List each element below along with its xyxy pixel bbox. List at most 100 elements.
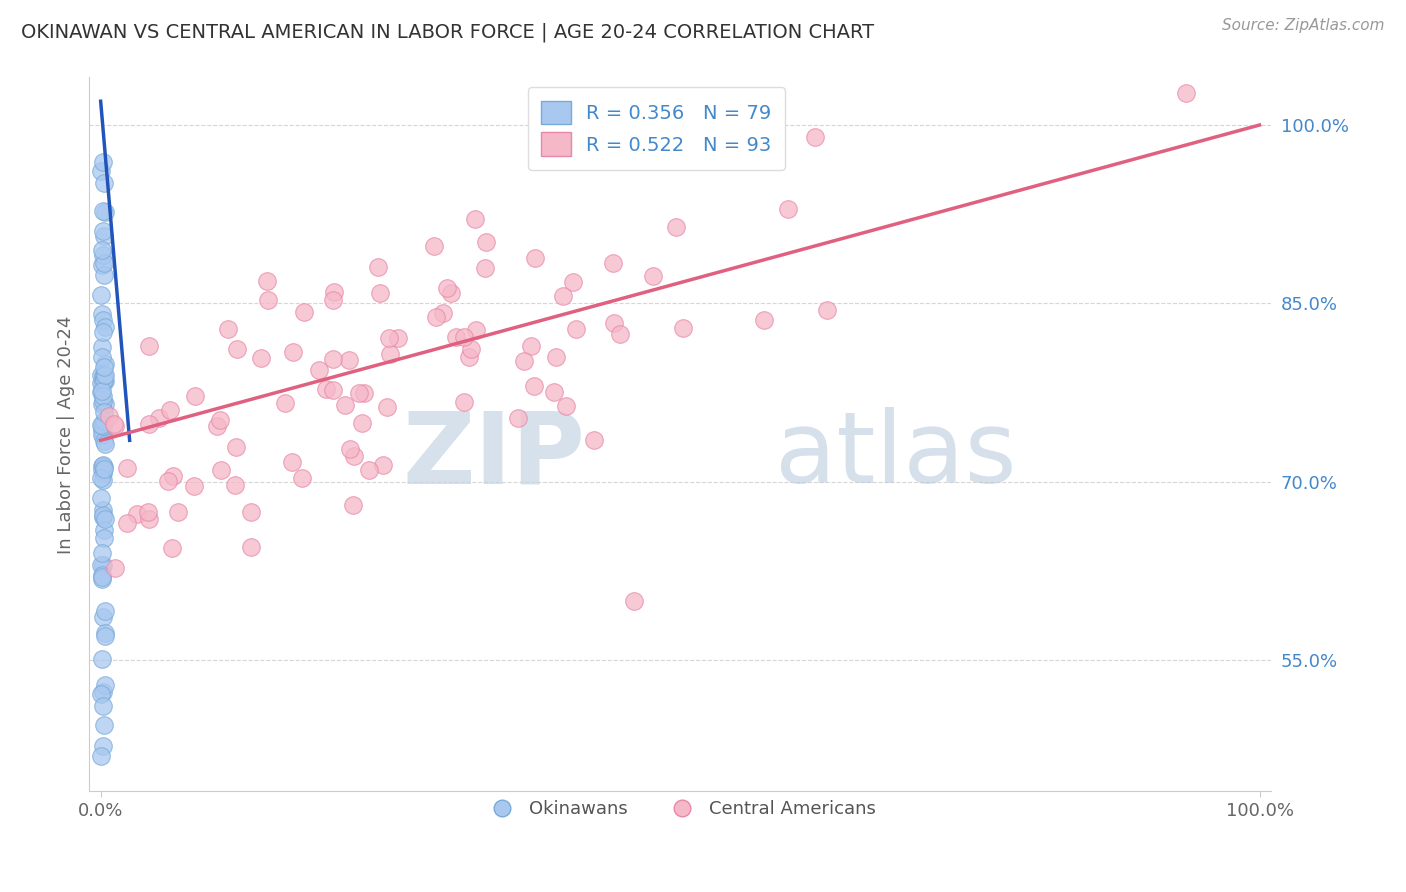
Point [91, 567, 114, 582]
Point [209, 463, 232, 477]
Point [91, 376, 114, 390]
Point [464, 211, 486, 226]
Point [291, 471, 314, 485]
Point [240, 505, 263, 519]
Point [804, 130, 827, 145]
Point [464, 323, 486, 337]
Point [91, 369, 114, 384]
Point [91, 698, 114, 713]
Point [436, 281, 458, 295]
Point [94, 397, 117, 411]
Point [225, 441, 247, 455]
Point [94, 357, 117, 371]
Point [90, 491, 112, 505]
Point [91, 466, 114, 480]
Point [347, 386, 370, 401]
Point [315, 382, 337, 396]
Point [359, 463, 381, 477]
Point [91, 394, 114, 409]
Point [322, 383, 344, 397]
Point [93, 268, 115, 282]
Point [562, 275, 585, 289]
Point [423, 239, 446, 253]
Point [93, 609, 115, 624]
Point [609, 326, 631, 341]
Point [91, 684, 114, 698]
Point [156, 475, 179, 489]
Point [224, 477, 246, 491]
Point [90, 397, 112, 411]
Point [93, 531, 115, 545]
Point [474, 261, 496, 276]
Point [353, 385, 375, 400]
Point [91, 313, 114, 327]
Point [148, 410, 170, 425]
Point [91, 248, 114, 262]
Point [117, 461, 139, 475]
Point [475, 235, 498, 249]
Point [90, 288, 112, 302]
Point [752, 312, 775, 326]
Point [90, 164, 112, 178]
Point [292, 305, 315, 319]
Point [274, 396, 297, 410]
Point [91, 424, 114, 438]
Point [664, 219, 686, 234]
Point [93, 604, 115, 618]
Point [94, 374, 117, 388]
Point [98, 409, 121, 423]
Point [453, 330, 475, 344]
Point [91, 389, 114, 403]
Point [333, 398, 356, 412]
Point [91, 651, 114, 665]
Point [217, 322, 239, 336]
Point [91, 458, 114, 473]
Point [166, 505, 188, 519]
Point [544, 350, 567, 364]
Point [91, 428, 114, 442]
Point [90, 558, 112, 573]
Point [94, 437, 117, 451]
Point [94, 629, 117, 643]
Point [623, 594, 645, 608]
Point [432, 306, 454, 320]
Point [208, 412, 231, 426]
Point [159, 403, 181, 417]
Point [226, 342, 249, 356]
Point [184, 388, 207, 402]
Point [94, 626, 117, 640]
Point [256, 293, 278, 308]
Point [308, 363, 330, 377]
Point [93, 360, 115, 375]
Point [115, 516, 138, 531]
Point [387, 331, 409, 345]
Point [93, 176, 115, 190]
Point [91, 384, 114, 398]
Point [91, 510, 114, 524]
Point [460, 342, 482, 356]
Point [93, 405, 115, 419]
Point [91, 546, 114, 560]
Point [512, 354, 534, 368]
Point [93, 368, 115, 383]
Point [322, 293, 344, 308]
Point [543, 384, 565, 399]
Point [205, 418, 228, 433]
Point [162, 469, 184, 483]
Text: Source: ZipAtlas.com: Source: ZipAtlas.com [1222, 18, 1385, 33]
Point [240, 541, 263, 555]
Point [90, 418, 112, 433]
Point [91, 463, 114, 477]
Point [93, 368, 115, 383]
Point [90, 688, 112, 702]
Point [582, 433, 605, 447]
Point [138, 511, 160, 525]
Point [554, 399, 576, 413]
Point [440, 286, 463, 301]
Text: OKINAWAN VS CENTRAL AMERICAN IN LABOR FORCE | AGE 20-24 CORRELATION CHART: OKINAWAN VS CENTRAL AMERICAN IN LABOR FO… [21, 22, 875, 42]
Point [91, 418, 114, 433]
Point [523, 379, 546, 393]
Text: ZIP: ZIP [402, 408, 585, 504]
Point [91, 203, 114, 218]
Point [91, 503, 114, 517]
